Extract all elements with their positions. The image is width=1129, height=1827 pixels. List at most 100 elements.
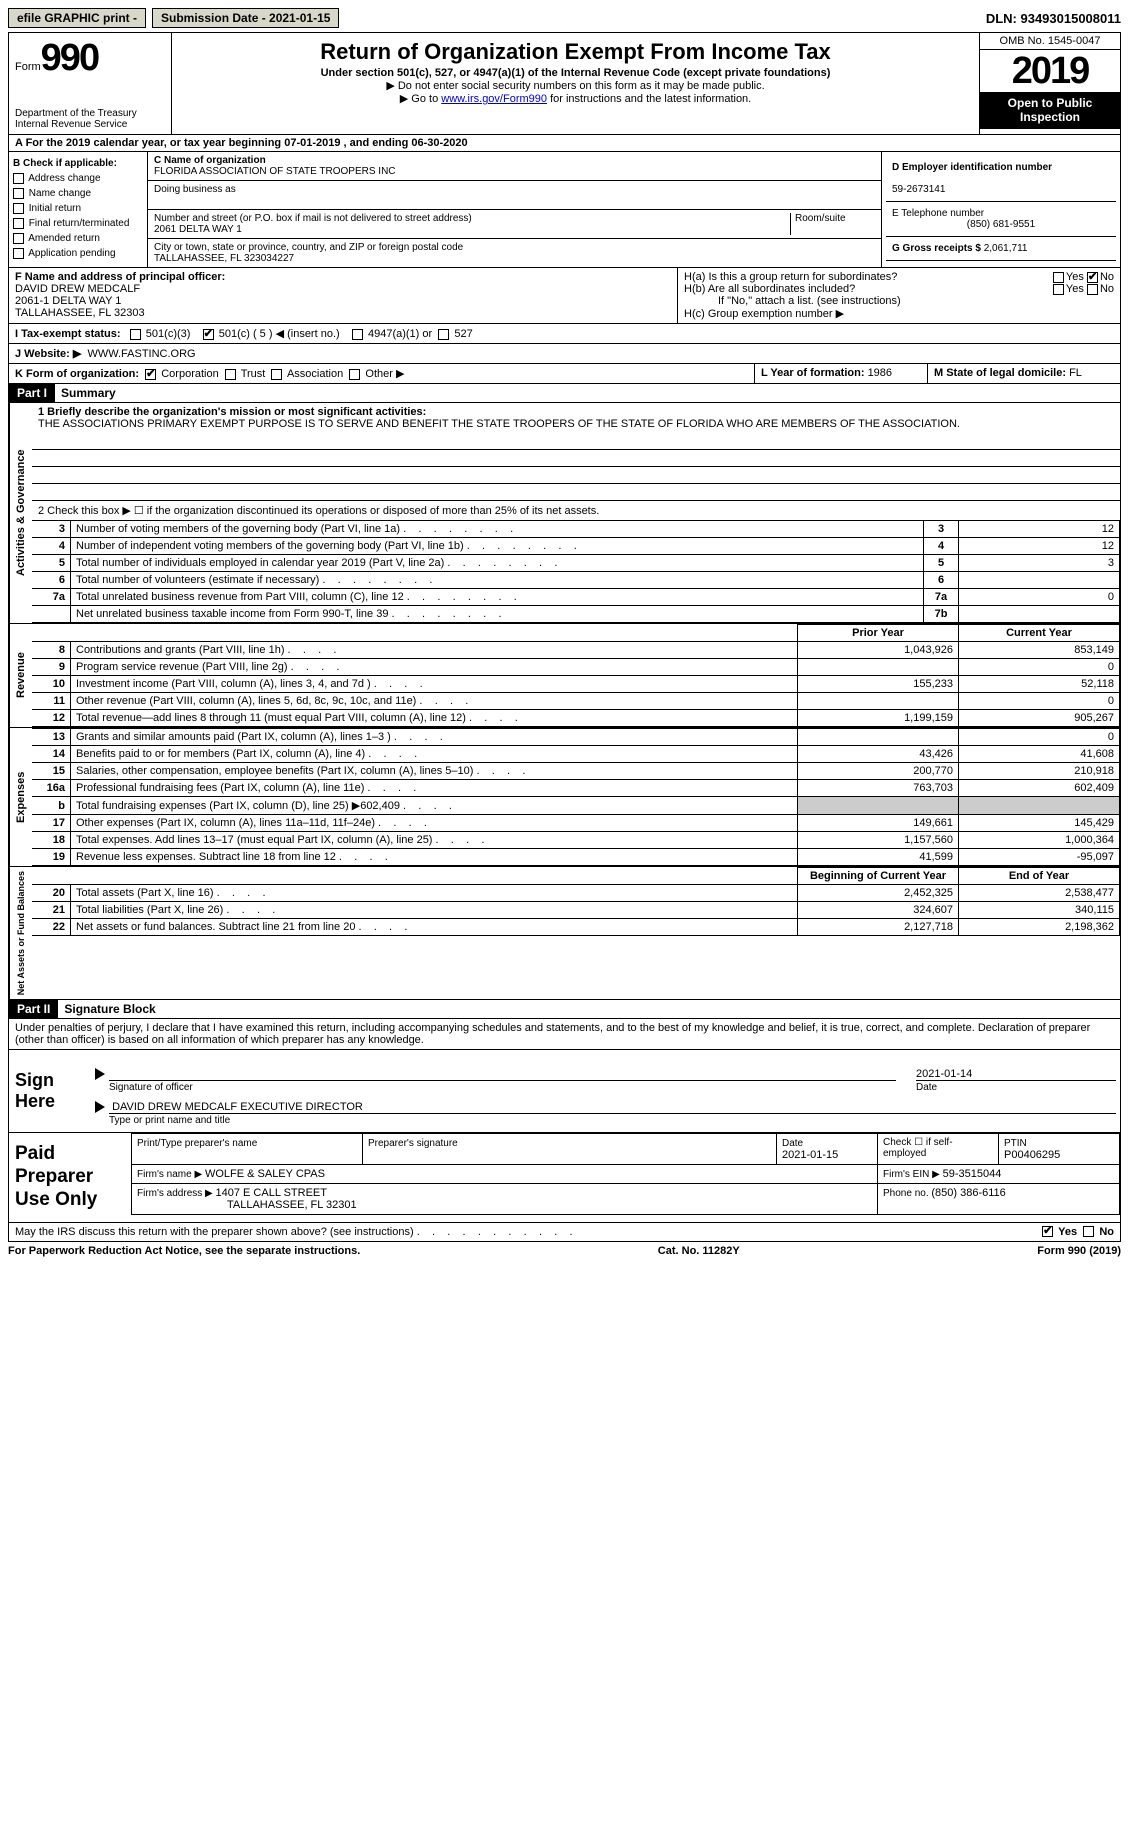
inst2-pre: ▶ Go to — [400, 93, 441, 105]
org-name: FLORIDA ASSOCIATION OF STATE TROOPERS IN… — [154, 166, 396, 177]
website: WWW.FASTINC.ORG — [87, 348, 195, 360]
gross-label: G Gross receipts $ — [892, 243, 984, 254]
footer-left: For Paperwork Reduction Act Notice, see … — [8, 1245, 360, 1257]
footer-right: Form 990 (2019) — [1037, 1245, 1121, 1257]
name-label: C Name of organization — [154, 155, 266, 166]
ein: 59-2673141 — [892, 184, 945, 195]
q2-label: 2 Check this box ▶ ☐ if the organization… — [32, 501, 1120, 520]
cb-trust[interactable] — [225, 369, 236, 380]
vtab-expenses: Expenses — [9, 728, 32, 866]
dept-treasury: Department of the Treasury Internal Reve… — [15, 108, 165, 130]
period-mid: , and ending — [340, 137, 411, 149]
prep-name-label: Print/Type preparer's name — [137, 1138, 257, 1149]
footer-mid: Cat. No. 11282Y — [658, 1245, 740, 1257]
open-inspection: Open to Public Inspection — [980, 92, 1120, 129]
street-label: Number and street (or P.O. box if mail i… — [154, 213, 472, 224]
lbl-no2: No — [1100, 283, 1114, 295]
col-prior: Prior Year — [798, 625, 959, 642]
part2-tag: Part II — [9, 1000, 58, 1018]
ptin-label: PTIN — [1004, 1138, 1027, 1149]
cb-discuss-yes[interactable] — [1042, 1226, 1053, 1237]
box-b-label: B Check if applicable: — [13, 158, 117, 169]
city: TALLAHASSEE, FL 323034227 — [154, 253, 294, 264]
lbl-discuss-yes: Yes — [1058, 1226, 1077, 1238]
cb-corp[interactable] — [145, 369, 156, 380]
firm-ein: 59-3515044 — [943, 1168, 1002, 1180]
part1-tag: Part I — [9, 384, 55, 402]
lbl-trust: Trust — [241, 368, 266, 380]
part2-title: Signature Block — [58, 1000, 1120, 1018]
phone: (850) 681-9551 — [892, 219, 1110, 230]
domicile: FL — [1069, 367, 1082, 379]
inst2-post: for instructions and the latest informat… — [547, 93, 751, 105]
sig-date-label: Date — [916, 1082, 1116, 1093]
cb-hb-yes[interactable] — [1053, 284, 1064, 295]
cb-527[interactable] — [438, 329, 449, 340]
cb-ha-no[interactable] — [1087, 272, 1098, 283]
year-formation: 1986 — [868, 367, 892, 379]
cb-hb-no[interactable] — [1087, 284, 1098, 295]
firm-phone: (850) 386-6116 — [931, 1187, 1005, 1199]
cb-discuss-no[interactable] — [1083, 1226, 1094, 1237]
prep-sig-label: Preparer's signature — [368, 1138, 458, 1149]
city-label: City or town, state or province, country… — [154, 242, 463, 253]
instructions-link[interactable]: www.irs.gov/Form990 — [441, 93, 547, 105]
cb-address-change[interactable] — [13, 173, 24, 184]
lbl-assoc: Association — [287, 368, 343, 380]
lbl-address-change: Address change — [28, 173, 100, 184]
lbl-amended: Amended return — [28, 233, 100, 244]
cb-assoc[interactable] — [271, 369, 282, 380]
cb-4947[interactable] — [352, 329, 363, 340]
cb-name-change[interactable] — [13, 188, 24, 199]
paid-preparer-label: Paid Preparer Use Only — [9, 1133, 131, 1221]
officer-addr1: 2061-1 DELTA WAY 1 — [15, 295, 121, 307]
cb-final-return[interactable] — [13, 218, 24, 229]
room-label: Room/suite — [791, 213, 875, 235]
submission-date: Submission Date - 2021-01-15 — [152, 8, 339, 28]
form-title: Return of Organization Exempt From Incom… — [180, 39, 971, 65]
lbl-discuss-no: No — [1099, 1226, 1114, 1238]
col-begin: Beginning of Current Year — [798, 868, 959, 885]
cb-amended[interactable] — [13, 233, 24, 244]
row-i-label: I Tax-exempt status: — [15, 328, 121, 340]
officer-printed: DAVID DREW MEDCALF EXECUTIVE DIRECTOR — [112, 1101, 363, 1113]
officer-name: DAVID DREW MEDCALF — [15, 283, 140, 295]
discuss-q: May the IRS discuss this return with the… — [15, 1226, 414, 1238]
gross-receipts: 2,061,711 — [984, 243, 1028, 254]
prep-selfemp: Check ☐ if self-employed — [878, 1134, 999, 1165]
lbl-4947: 4947(a)(1) or — [368, 328, 432, 340]
cb-app-pending[interactable] — [13, 248, 24, 259]
type-name-label: Type or print name and title — [109, 1115, 1116, 1126]
cb-ha-yes[interactable] — [1053, 272, 1064, 283]
lbl-527: 527 — [454, 328, 472, 340]
cb-501c3[interactable] — [130, 329, 141, 340]
sig-officer-label: Signature of officer — [109, 1082, 896, 1093]
arrow-icon — [95, 1101, 105, 1113]
cb-initial-return[interactable] — [13, 203, 24, 214]
period-begin: 07-01-2019 — [284, 137, 340, 149]
lbl-yes: Yes — [1066, 271, 1084, 283]
street: 2061 DELTA WAY 1 — [154, 224, 242, 235]
phone-label: E Telephone number — [892, 208, 984, 219]
omb-number: OMB No. 1545-0047 — [980, 33, 1120, 50]
hb-note: If "No," attach a list. (see instruction… — [684, 295, 1114, 307]
penalty-statement: Under penalties of perjury, I declare th… — [9, 1019, 1120, 1050]
lbl-app-pending: Application pending — [28, 248, 115, 259]
lbl-corp: Corporation — [161, 368, 218, 380]
form-number: 990 — [41, 37, 98, 79]
lbl-name-change: Name change — [29, 188, 91, 199]
lbl-501c: 501(c) ( 5 ) — [219, 328, 276, 340]
dba-label: Doing business as — [154, 184, 236, 195]
firm-name-label: Firm's name ▶ — [137, 1169, 205, 1180]
row-j-label: J Website: ▶ — [15, 348, 81, 360]
firm-phone-label: Phone no. — [883, 1188, 931, 1199]
cb-other[interactable] — [349, 369, 360, 380]
vtab-governance: Activities & Governance — [9, 403, 32, 623]
firm-addr2: TALLAHASSEE, FL 32301 — [227, 1199, 357, 1211]
col-end: End of Year — [959, 868, 1120, 885]
vtab-netassets: Net Assets or Fund Balances — [9, 867, 32, 999]
ha-label: H(a) Is this a group return for subordin… — [684, 271, 897, 283]
row-k-label: K Form of organization: — [15, 368, 139, 380]
tax-year: 2019 — [980, 50, 1120, 92]
cb-501c[interactable] — [203, 329, 214, 340]
